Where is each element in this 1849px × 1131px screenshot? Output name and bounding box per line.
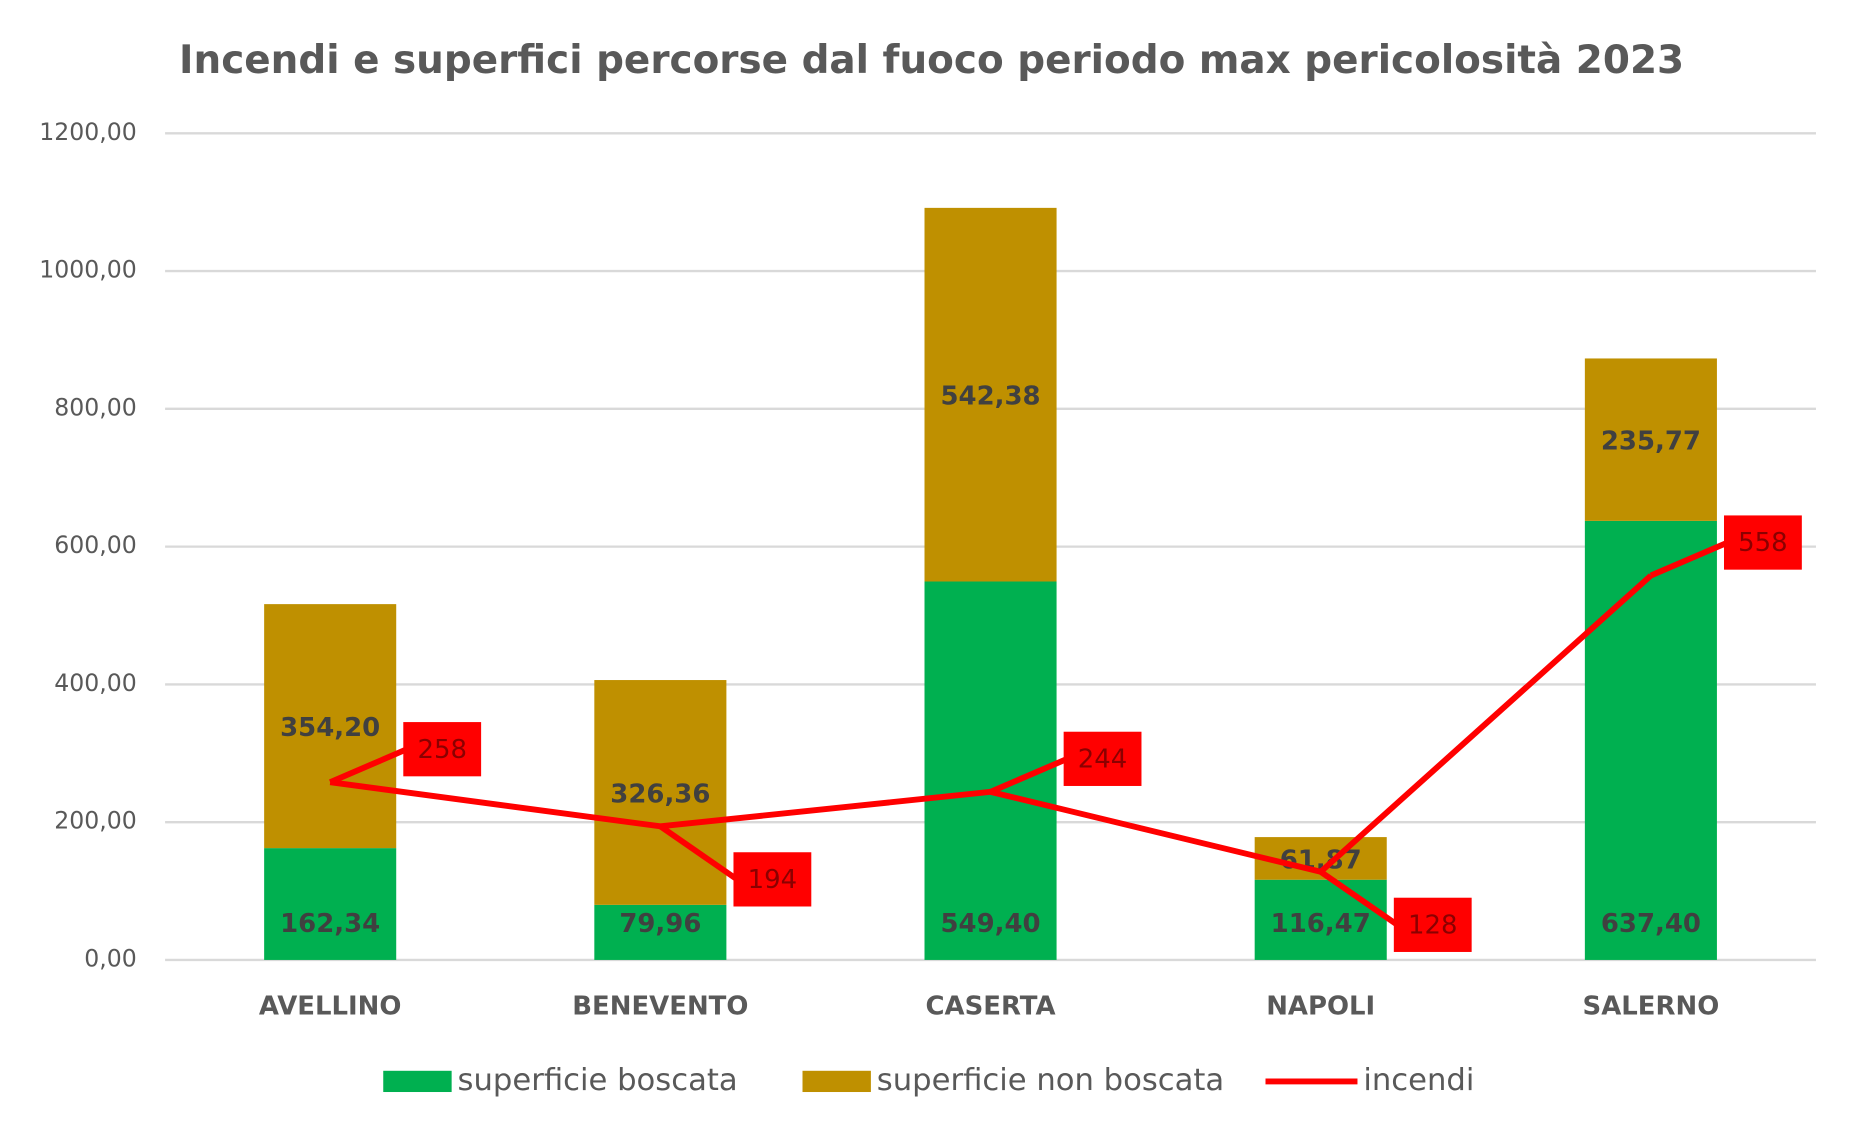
- label-box: [733, 852, 812, 907]
- legend-swatch: [383, 1070, 452, 1093]
- bar: [924, 207, 1057, 582]
- y-tick-label: 0,00: [84, 944, 137, 972]
- x-tick-label: CASERTA: [925, 992, 1055, 1022]
- data-label: 244: [1078, 745, 1128, 775]
- y-tick-label: 600,00: [54, 531, 137, 559]
- bar: [264, 848, 397, 960]
- bar: [1254, 879, 1387, 960]
- legend-label: superficie boscata: [458, 1063, 738, 1098]
- label-leader: [1319, 869, 1400, 928]
- chart-title: Incendi e superfici percorse dal fuoco p…: [179, 38, 1684, 83]
- y-tick-label: 400,00: [54, 669, 137, 697]
- legend-label: superficie non boscata: [877, 1063, 1224, 1098]
- data-label: 235,77: [1601, 427, 1701, 457]
- data-label: 79,96: [619, 909, 701, 939]
- bar: [1584, 520, 1717, 960]
- bar: [1584, 358, 1717, 521]
- x-tick-label: AVELLINO: [259, 992, 402, 1022]
- data-label: 128: [1408, 911, 1458, 941]
- bar: [594, 904, 727, 960]
- x-tick-label: NAPOLI: [1266, 992, 1375, 1022]
- label-leader: [1649, 539, 1729, 579]
- legend-swatch: [802, 1070, 871, 1093]
- data-label: 354,20: [280, 713, 380, 743]
- data-label: 558: [1738, 528, 1788, 558]
- x-tick-label: BENEVENTO: [572, 992, 748, 1022]
- label-leader: [658, 823, 739, 882]
- data-label: 549,40: [940, 909, 1040, 939]
- legend-label: incendi: [1363, 1063, 1474, 1098]
- data-label: 326,36: [610, 779, 710, 809]
- label-box: [1724, 515, 1802, 570]
- bar: [594, 680, 727, 905]
- label-leader: [989, 756, 1069, 795]
- bar: [264, 604, 397, 849]
- data-label: 116,47: [1271, 909, 1371, 939]
- data-label: 162,34: [280, 909, 380, 939]
- data-label: 542,38: [940, 382, 1040, 412]
- label-box: [1063, 731, 1142, 786]
- label-box: [403, 722, 482, 777]
- x-tick-label: SALERNO: [1583, 992, 1720, 1022]
- data-label: 258: [417, 735, 467, 765]
- label-box: [1393, 897, 1472, 952]
- data-label: 637,40: [1601, 909, 1701, 939]
- label-leader: [329, 746, 408, 785]
- y-tick-label: 1000,00: [39, 256, 137, 284]
- y-tick-label: 1200,00: [39, 118, 137, 146]
- y-tick-label: 800,00: [54, 393, 137, 421]
- y-tick-label: 200,00: [54, 807, 137, 835]
- data-label: 194: [748, 865, 798, 895]
